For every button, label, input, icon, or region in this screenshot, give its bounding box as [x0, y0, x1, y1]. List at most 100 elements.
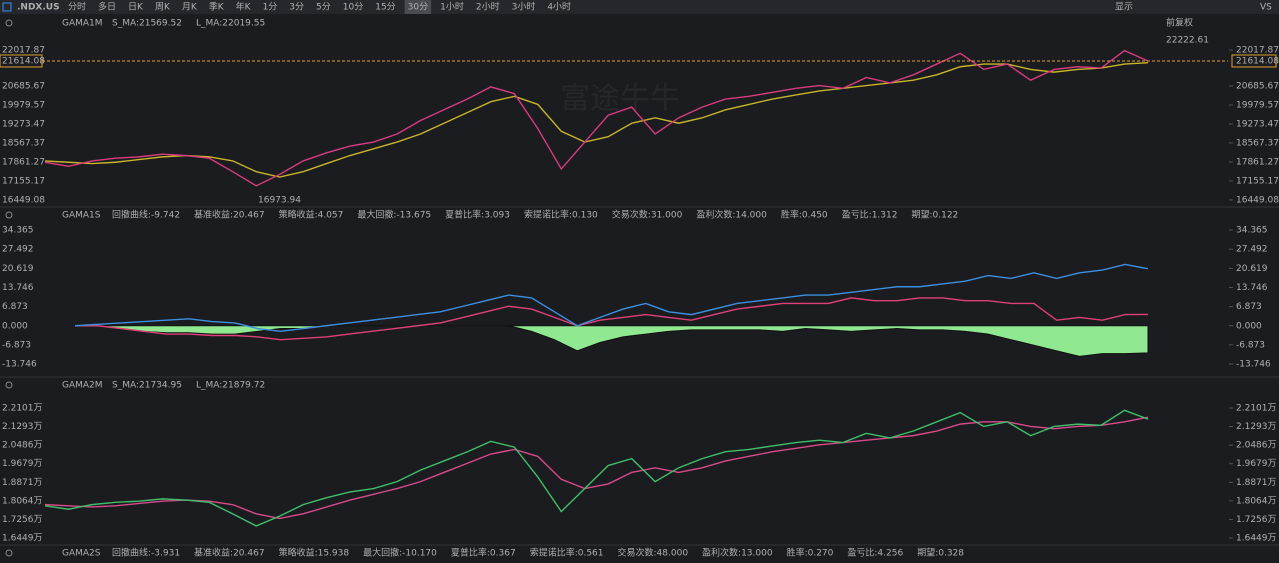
- display-button[interactable]: 显示: [1115, 2, 1133, 13]
- current-price-box: [1231, 54, 1277, 68]
- legend-item: 交易次数:31.000: [612, 209, 683, 221]
- indicator-name: GAMA2S: [62, 549, 101, 559]
- settings-icon[interactable]: [5, 19, 13, 27]
- legend-item: 盈利次数:14.000: [696, 209, 767, 221]
- y-tick-label-left: -13.746: [2, 360, 37, 370]
- y-tick-label-left: 18567.37: [2, 138, 45, 148]
- y-tick-label-right: 27.492: [1236, 245, 1268, 255]
- legend-item: S_MA:21569.52: [112, 19, 182, 29]
- y-tick-label-right: 2.0486万: [1236, 441, 1277, 451]
- period-button[interactable]: 2小时: [476, 1, 500, 13]
- period-button[interactable]: 5分: [316, 2, 331, 13]
- y-tick-label-left: 20.619: [2, 264, 34, 274]
- period-button[interactable]: 多日: [98, 1, 116, 13]
- period-button[interactable]: 3分: [289, 2, 304, 13]
- period-button[interactable]: 15分: [375, 2, 395, 13]
- y-tick-label-left: 0.000: [2, 321, 28, 331]
- y-tick-label-left: 2.0486万: [2, 441, 43, 451]
- high-annotation: 22222.61: [1166, 36, 1209, 46]
- y-tick-label-left: 2.1293万: [2, 422, 43, 432]
- y-tick-label-right: 17155.17: [1236, 176, 1279, 186]
- legend-item: 夏普比率:0.367: [451, 547, 516, 559]
- y-tick-label-left: 19979.57: [2, 100, 45, 110]
- indicator-name: GAMA2M: [62, 381, 103, 391]
- toolbar-bg: [0, 0, 1279, 14]
- indicator-name: GAMA1M: [62, 19, 103, 29]
- period-button[interactable]: 周K: [155, 2, 171, 13]
- legend-item: 胜率:0.270: [787, 547, 834, 559]
- y-tick-label-right: 16449.08: [1236, 195, 1279, 205]
- legend-item: 策略收益:4.057: [279, 209, 344, 221]
- y-tick-label-left: 22017.87: [2, 46, 45, 56]
- legend-item: 基准收益:20.467: [194, 209, 265, 221]
- series-line: [74, 263, 1149, 333]
- y-tick-label-left: 16449.08: [2, 195, 45, 205]
- legend-item: 最大回撤:-10.170: [363, 547, 437, 559]
- y-tick-label-right: 22017.87: [1236, 46, 1279, 56]
- y-tick-label-left: 19273.47: [2, 119, 45, 129]
- period-button[interactable]: 30分: [408, 2, 428, 13]
- y-tick-label-right: -6.873: [1236, 340, 1265, 350]
- y-tick-label-right: 1.6449万: [1236, 534, 1277, 544]
- period-button[interactable]: 月K: [182, 2, 198, 13]
- period-button[interactable]: 1分: [263, 2, 278, 13]
- period-button[interactable]: 季K: [209, 1, 225, 13]
- y-tick-label-left: 13.746: [2, 283, 34, 293]
- indicator-name: GAMA1S: [62, 211, 101, 221]
- y-tick-label-left: 1.8871万: [2, 478, 43, 488]
- settings-icon[interactable]: [5, 549, 13, 557]
- y-tick-label-left: 1.6449万: [2, 534, 43, 544]
- legend-item: L_MA:21879.72: [196, 381, 265, 391]
- settings-icon[interactable]: [5, 381, 13, 389]
- period-button[interactable]: 10分: [343, 2, 363, 13]
- period-button[interactable]: 4小时: [547, 1, 571, 13]
- symbol[interactable]: .NDX.US: [17, 3, 60, 13]
- series-line: [44, 409, 1149, 527]
- legend-item: 盈亏比:1.312: [842, 209, 898, 221]
- y-tick-label-right: 19979.57: [1236, 100, 1279, 110]
- y-tick-label-right: 19273.47: [1236, 119, 1279, 129]
- legend-item: 盈亏比:4.256: [847, 547, 903, 559]
- period-button[interactable]: 日K: [128, 2, 144, 13]
- period-button[interactable]: 1小时: [440, 1, 464, 13]
- y-tick-label-left: 17861.27: [2, 157, 45, 167]
- y-tick-label-right: 1.8871万: [1236, 478, 1277, 488]
- period-button[interactable]: 3小时: [512, 1, 536, 13]
- y-tick-label-right: 0.000: [1236, 321, 1262, 331]
- y-tick-label-right: 6.873: [1236, 302, 1262, 312]
- series-line: [44, 49, 1149, 187]
- y-tick-label-left: 1.8064万: [2, 496, 43, 506]
- period-button[interactable]: 分时: [68, 1, 86, 13]
- series-line: [44, 62, 1149, 178]
- y-tick-label-left: 1.7256万: [2, 515, 43, 525]
- y-tick-label-right: 2.2101万: [1236, 403, 1277, 413]
- current-price-box: [0, 54, 43, 68]
- y-tick-label-left: 34.365: [2, 226, 34, 236]
- y-tick-label-right: 1.9679万: [1236, 459, 1277, 469]
- y-tick-label-right: 1.8064万: [1236, 496, 1277, 506]
- legend-item: 回撤曲线:-9.742: [112, 209, 180, 221]
- legend-item: 交易次数:48.000: [618, 547, 689, 559]
- legend-item: 最大回撤:-13.675: [357, 209, 431, 221]
- adjust-button[interactable]: 前复权: [1166, 17, 1193, 29]
- y-tick-label-right: 13.746: [1236, 283, 1268, 293]
- legend-item: 期望:0.328: [917, 547, 964, 559]
- y-tick-label-right: 20.619: [1236, 264, 1268, 274]
- legend-item: 期望:0.122: [911, 209, 958, 221]
- y-tick-label-left: 17155.17: [2, 176, 45, 186]
- period-button[interactable]: 年K: [236, 1, 252, 13]
- selected-period: [404, 0, 432, 14]
- legend-item: 索提诺比率:0.130: [524, 209, 598, 221]
- legend-item: 夏普比率:3.093: [445, 209, 510, 221]
- settings-icon[interactable]: [5, 211, 13, 219]
- vs-button[interactable]: VS: [1260, 3, 1272, 13]
- legend-item: L_MA:22019.55: [196, 19, 265, 29]
- legend-item: 盈利次数:13.000: [702, 547, 773, 559]
- drawdown-area: [75, 325, 1149, 357]
- y-tick-label-left: 2.2101万: [2, 403, 43, 413]
- low-annotation: 16973.94: [258, 196, 301, 206]
- legend-item: 回撤曲线:-3.931: [112, 547, 180, 559]
- y-tick-label-right: -13.746: [1236, 360, 1271, 370]
